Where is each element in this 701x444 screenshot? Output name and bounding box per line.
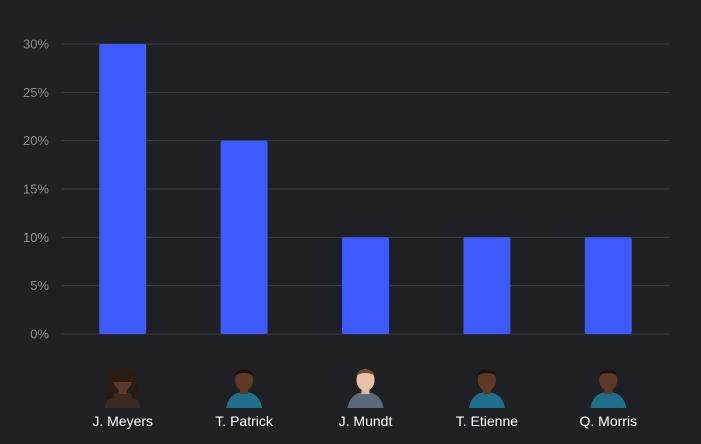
y-tick-label: 10% (23, 230, 49, 245)
avatar-shoulders (468, 392, 505, 408)
player-headshot-icon (468, 369, 505, 408)
y-tick-label: 25% (23, 85, 49, 100)
player-headshot-icon (104, 367, 141, 408)
avatar-hair (477, 369, 496, 376)
bars (99, 44, 632, 334)
avatar-head (599, 369, 618, 391)
x-tick-label: J. Meyers (92, 413, 153, 429)
avatars (104, 367, 627, 408)
avatar-shoulders (590, 392, 627, 408)
avatar-shoulders (104, 392, 141, 408)
x-axis-labels: J. Meyers T. Patrick J. Mundt T. Etienne Q. … (92, 413, 637, 429)
player-headshot-icon (347, 369, 384, 408)
x-tick-label: T. Etienne (456, 413, 518, 429)
player-headshot-icon (226, 369, 263, 408)
avatar-shoulders (347, 392, 384, 408)
avatar-head (235, 369, 254, 391)
y-tick-label: 15% (23, 182, 49, 197)
player-headshot-icon (590, 369, 627, 408)
bar (220, 140, 268, 334)
avatar-hair (107, 367, 138, 400)
bar (342, 237, 389, 334)
avatar-hair (356, 369, 375, 376)
y-tick-label: 20% (23, 133, 49, 148)
avatar-head (477, 369, 496, 391)
y-tick-label: 5% (30, 278, 49, 293)
avatar-head (356, 369, 375, 391)
x-tick-label: Q. Morris (580, 413, 638, 429)
x-tick-label: T. Patrick (215, 413, 274, 429)
bar (584, 237, 632, 334)
y-tick-label: 0% (30, 327, 49, 342)
x-tick-label: J. Mundt (339, 413, 393, 429)
avatar-shoulders (226, 392, 263, 408)
avatar-hair (235, 369, 254, 376)
y-axis-ticks: 0% 5% 10% 15% 20% 25% 30% (23, 37, 49, 342)
y-tick-label: 30% (23, 37, 49, 52)
bar (463, 237, 511, 334)
bar (99, 44, 147, 334)
avatar-hair (599, 369, 618, 376)
